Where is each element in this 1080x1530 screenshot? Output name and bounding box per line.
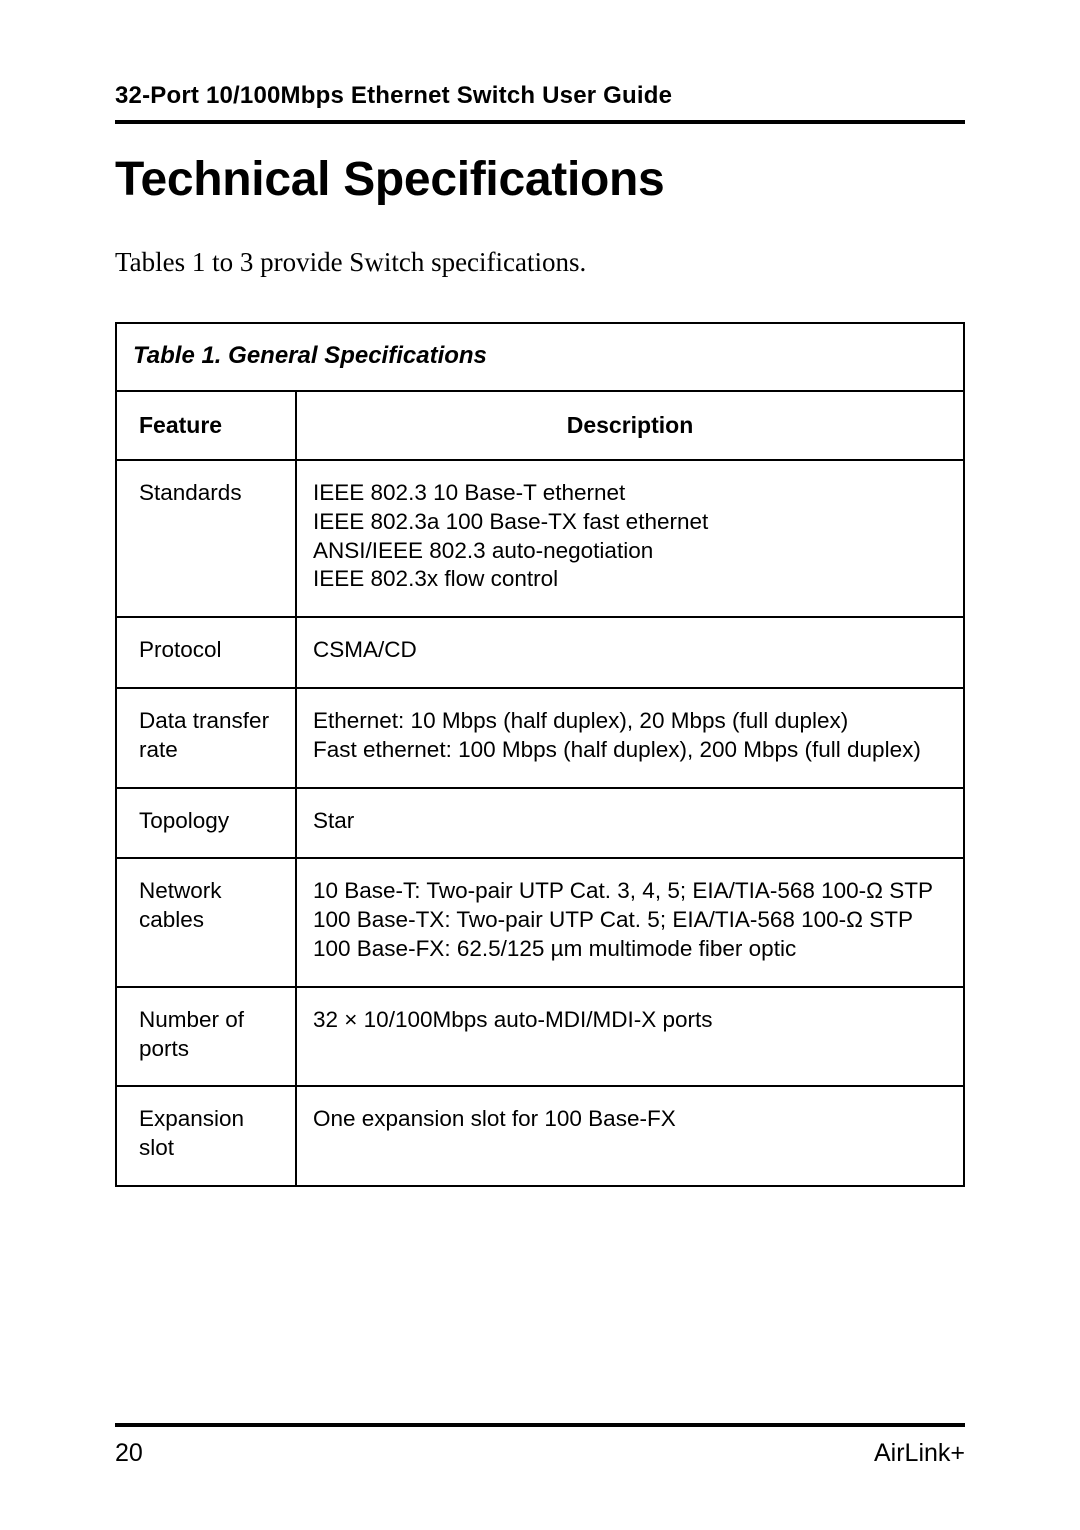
cell-feature: Number of ports [116, 987, 296, 1087]
running-head: 32-Port 10/100Mbps Ethernet Switch User … [115, 82, 965, 120]
table-row: TopologyStar [116, 788, 964, 859]
general-specifications-table: Table 1. General Specifications Feature … [115, 322, 965, 1187]
page-footer: 20 AirLink+ [115, 1423, 965, 1468]
table-header-row: Feature Description [116, 391, 964, 460]
cell-feature: Data transfer rate [116, 688, 296, 788]
cell-description: IEEE 802.3 10 Base-T ethernet IEEE 802.3… [296, 460, 964, 617]
cell-feature: Expansion slot [116, 1086, 296, 1186]
footer-brand: AirLink+ [874, 1439, 965, 1468]
cell-feature: Network cables [116, 858, 296, 986]
footer-rule [115, 1423, 965, 1427]
cell-feature: Standards [116, 460, 296, 617]
cell-feature: Protocol [116, 617, 296, 688]
table-row: Data transfer rateEthernet: 10 Mbps (hal… [116, 688, 964, 788]
cell-feature: Topology [116, 788, 296, 859]
table-caption: Table 1. General Specifications [115, 322, 965, 390]
page-number: 20 [115, 1439, 143, 1468]
cell-description: CSMA/CD [296, 617, 964, 688]
cell-description: 32 × 10/100Mbps auto-MDI/MDI-X ports [296, 987, 964, 1087]
table-row: StandardsIEEE 802.3 10 Base-T ethernet I… [116, 460, 964, 617]
table-row: Expansion slotOne expansion slot for 100… [116, 1086, 964, 1186]
table-row: ProtocolCSMA/CD [116, 617, 964, 688]
column-header-description: Description [296, 391, 964, 460]
cell-description: Star [296, 788, 964, 859]
header-rule [115, 120, 965, 124]
intro-paragraph: Tables 1 to 3 provide Switch specificati… [115, 247, 965, 278]
page-content: 32-Port 10/100Mbps Ethernet Switch User … [115, 82, 965, 1450]
column-header-feature: Feature [116, 391, 296, 460]
cell-description: One expansion slot for 100 Base-FX [296, 1086, 964, 1186]
cell-description: 10 Base-T: Two-pair UTP Cat. 3, 4, 5; EI… [296, 858, 964, 986]
cell-description: Ethernet: 10 Mbps (half duplex), 20 Mbps… [296, 688, 964, 788]
table-row: Network cables10 Base-T: Two-pair UTP Ca… [116, 858, 964, 986]
section-title: Technical Specifications [115, 152, 965, 207]
table-row: Number of ports32 × 10/100Mbps auto-MDI/… [116, 987, 964, 1087]
table-body: StandardsIEEE 802.3 10 Base-T ethernet I… [116, 460, 964, 1186]
